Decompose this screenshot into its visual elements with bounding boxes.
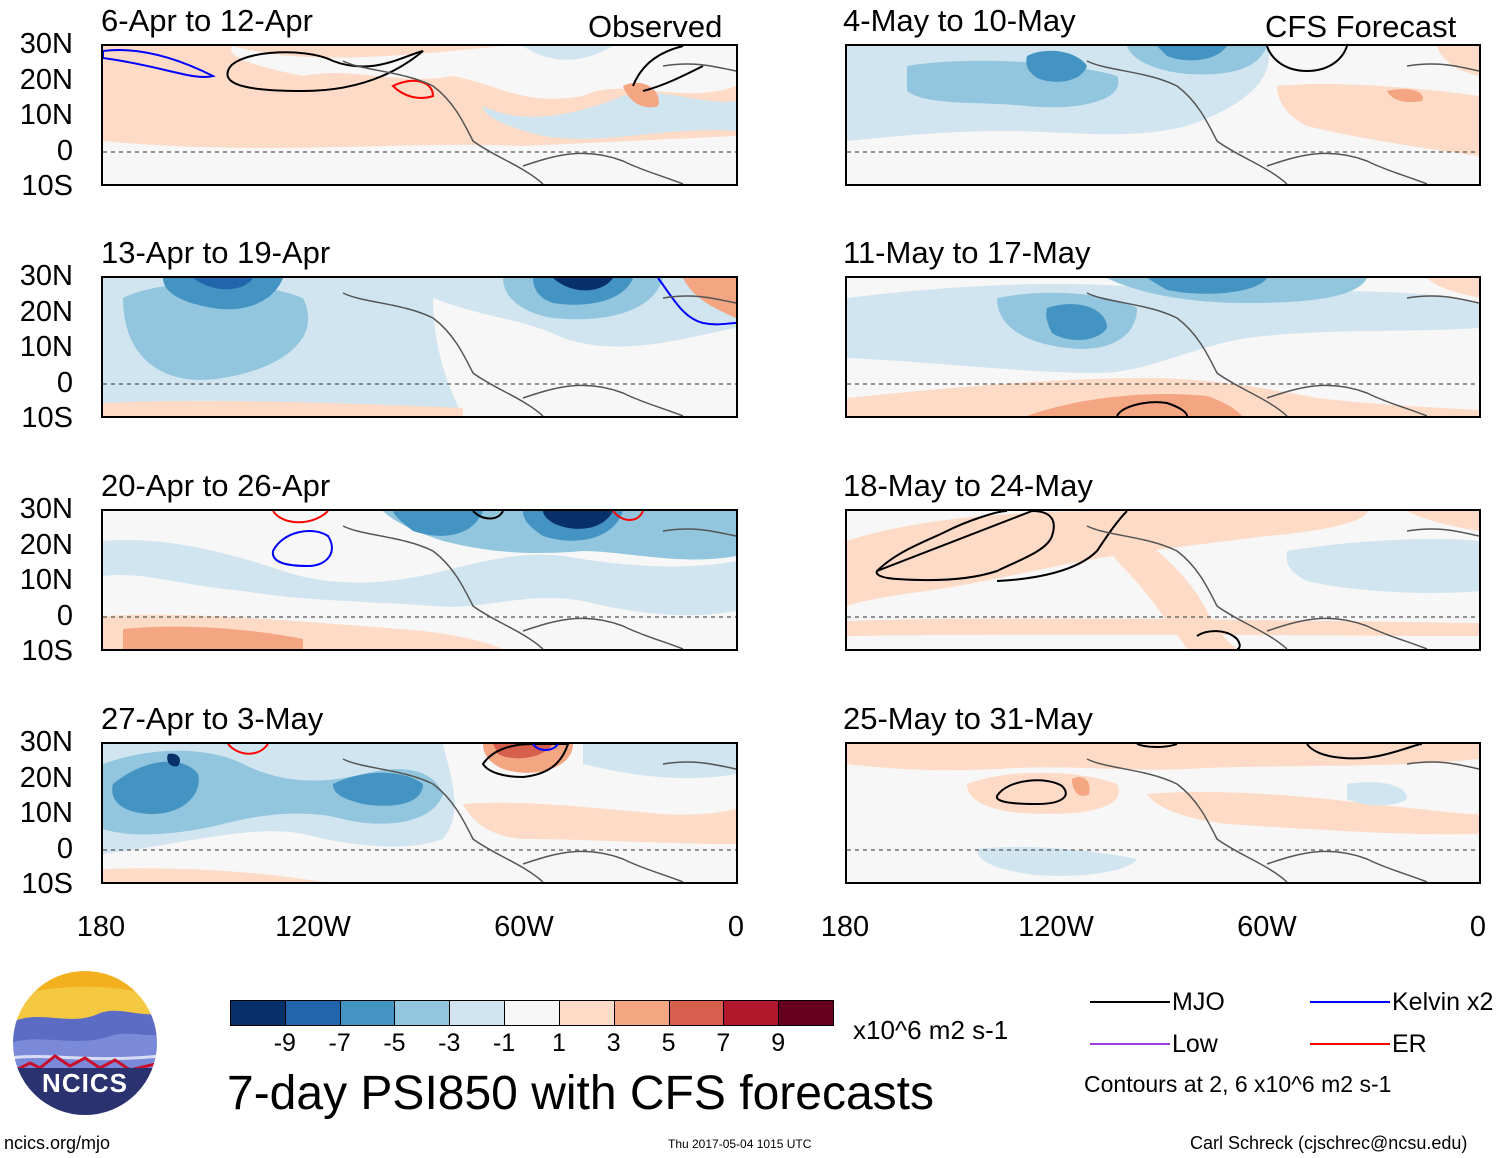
map-field-right-3	[847, 511, 1479, 649]
colorbar-tick-label: -1	[492, 1029, 516, 1057]
legend-label-low: Low	[1172, 1030, 1218, 1058]
y-axis-label-panel-1-5: 10S	[21, 170, 73, 202]
footer-author: Carl Schreck (cjschrec@ncsu.edu)	[1190, 1133, 1468, 1153]
y-axis-label-panel-3-1: 30N	[19, 493, 73, 525]
colorbar-swatch	[394, 1000, 451, 1026]
colorbar-tick-label: -3	[438, 1029, 461, 1057]
colorbar-tick-label: 5	[661, 1029, 676, 1057]
map-panel-right-1	[845, 44, 1481, 186]
y-axis-label-panel-4-3: 10N	[19, 797, 73, 829]
map-panel-right-4	[845, 742, 1481, 884]
y-axis-label-panel-4-5: 10S	[21, 868, 73, 900]
y-axis-label-panel-4-4: 0	[56, 832, 73, 865]
x-axis-label-right-60w: 60W	[1237, 911, 1297, 943]
colorbar-tick-label: 1	[551, 1029, 566, 1057]
colorbar-units: x10^6 m2 s-1	[853, 1015, 1009, 1045]
panel-title-right-1: 4-May to 10-May	[843, 3, 1076, 38]
colorbar-swatch	[449, 1000, 506, 1026]
legend-line-low	[1090, 1043, 1170, 1045]
colorbar-tick-label: -5	[383, 1029, 406, 1057]
map-panel-left-3	[101, 509, 738, 651]
cfs-forecast-label: CFS Forecast	[1265, 9, 1457, 44]
legend-line-er	[1310, 1043, 1390, 1045]
y-axis-label-panel-2-3: 10N	[19, 331, 73, 363]
y-axis-label-panel-2-4: 0	[56, 366, 73, 399]
colorbar-swatch	[668, 1000, 725, 1026]
legend-label-er: ER	[1392, 1030, 1427, 1058]
footer-url[interactable]: ncics.org/mjo	[4, 1133, 111, 1153]
footer-timestamp: Thu 2017-05-04 1015 UTC	[668, 1137, 812, 1151]
legend-label-kelvin: Kelvin x2	[1392, 988, 1494, 1016]
panel-title-left-4: 27-Apr to 3-May	[101, 701, 324, 736]
legend-line-mjo	[1090, 1001, 1170, 1003]
logo-text: NCICS	[42, 1068, 128, 1098]
y-axis-label-panel-3-2: 20N	[19, 528, 73, 561]
y-axis-label-panel-1-4: 0	[56, 134, 73, 167]
colorbar-tick-label: 3	[606, 1029, 621, 1057]
colorbar-ticks: -9 -7 -5 -3 -1 1 3 5 7 9	[230, 1030, 833, 1060]
map-field-right-1	[847, 46, 1479, 184]
colorbar	[230, 1000, 834, 1026]
colorbar-swatch	[558, 1000, 615, 1026]
panel-title-left-1: 6-Apr to 12-Apr	[101, 3, 313, 38]
ncics-logo: NCICS	[10, 968, 160, 1118]
colorbar-swatch	[230, 1000, 286, 1026]
x-axis-label-left-0: 0	[727, 911, 745, 943]
panel-title-left-3: 20-Apr to 26-Apr	[101, 468, 331, 503]
panel-title-right-4: 25-May to 31-May	[843, 701, 1093, 736]
map-field-left-2	[103, 278, 736, 416]
map-field-left-3	[103, 511, 736, 649]
map-panel-right-3	[845, 509, 1481, 651]
colorbar-tick-label: 9	[771, 1029, 786, 1057]
y-axis-label-panel-2-1: 30N	[19, 260, 73, 292]
x-axis-label-right-0: 0	[1469, 911, 1487, 943]
x-axis-label-right-120w: 120W	[1018, 911, 1094, 943]
panel-title-right-2: 11-May to 17-May	[843, 235, 1091, 270]
map-panel-left-4	[101, 742, 738, 884]
panel-title-right-3: 18-May to 24-May	[843, 468, 1093, 503]
colorbar-tick-label: 7	[716, 1029, 731, 1057]
y-axis-label-panel-3-4: 0	[56, 599, 73, 632]
observed-label: Observed	[588, 9, 723, 44]
map-panel-left-2	[101, 276, 738, 418]
x-axis-label-left-60w: 60W	[494, 911, 554, 943]
colorbar-swatch	[504, 1000, 560, 1026]
map-field-right-2	[847, 278, 1479, 416]
y-axis-label-panel-2-5: 10S	[21, 402, 73, 434]
colorbar-tick-label: -9	[273, 1029, 296, 1057]
x-axis-label-right-180: 180	[820, 911, 870, 943]
colorbar-swatch	[613, 1000, 670, 1026]
map-field-left-4	[103, 744, 736, 882]
colorbar-tick-label: -7	[328, 1029, 351, 1057]
y-axis-label-panel-1-1: 30N	[19, 28, 73, 60]
colorbar-swatch	[339, 1000, 396, 1026]
contour-note: Contours at 2, 6 x10^6 m2 s-1	[1084, 1071, 1392, 1097]
y-axis-label-panel-4-2: 20N	[19, 761, 73, 794]
y-axis-label-panel-1-3: 10N	[19, 99, 73, 131]
legend-label-mjo: MJO	[1172, 988, 1225, 1016]
colorbar-swatch	[723, 1000, 780, 1026]
panel-title-left-2: 13-Apr to 19-Apr	[101, 235, 331, 270]
legend-line-kelvin	[1310, 1001, 1390, 1003]
y-axis-label-panel-2-2: 20N	[19, 295, 73, 328]
colorbar-swatch	[778, 1000, 834, 1026]
y-axis-label-panel-3-3: 10N	[19, 564, 73, 596]
map-panel-left-1	[101, 44, 738, 186]
colorbar-swatch	[284, 1000, 341, 1026]
map-panel-right-2	[845, 276, 1481, 418]
ncics-logo-graphic	[11, 969, 159, 1117]
x-axis-label-left-180: 180	[76, 911, 126, 943]
y-axis-label-panel-3-5: 10S	[21, 635, 73, 667]
figure-title: 7-day PSI850 with CFS forecasts	[227, 1067, 934, 1120]
map-field-left-1	[103, 46, 736, 184]
x-axis-label-left-120w: 120W	[275, 911, 351, 943]
y-axis-label-panel-4-1: 30N	[19, 726, 73, 758]
y-axis-label-panel-1-2: 20N	[19, 63, 73, 96]
map-field-right-4	[847, 744, 1479, 882]
